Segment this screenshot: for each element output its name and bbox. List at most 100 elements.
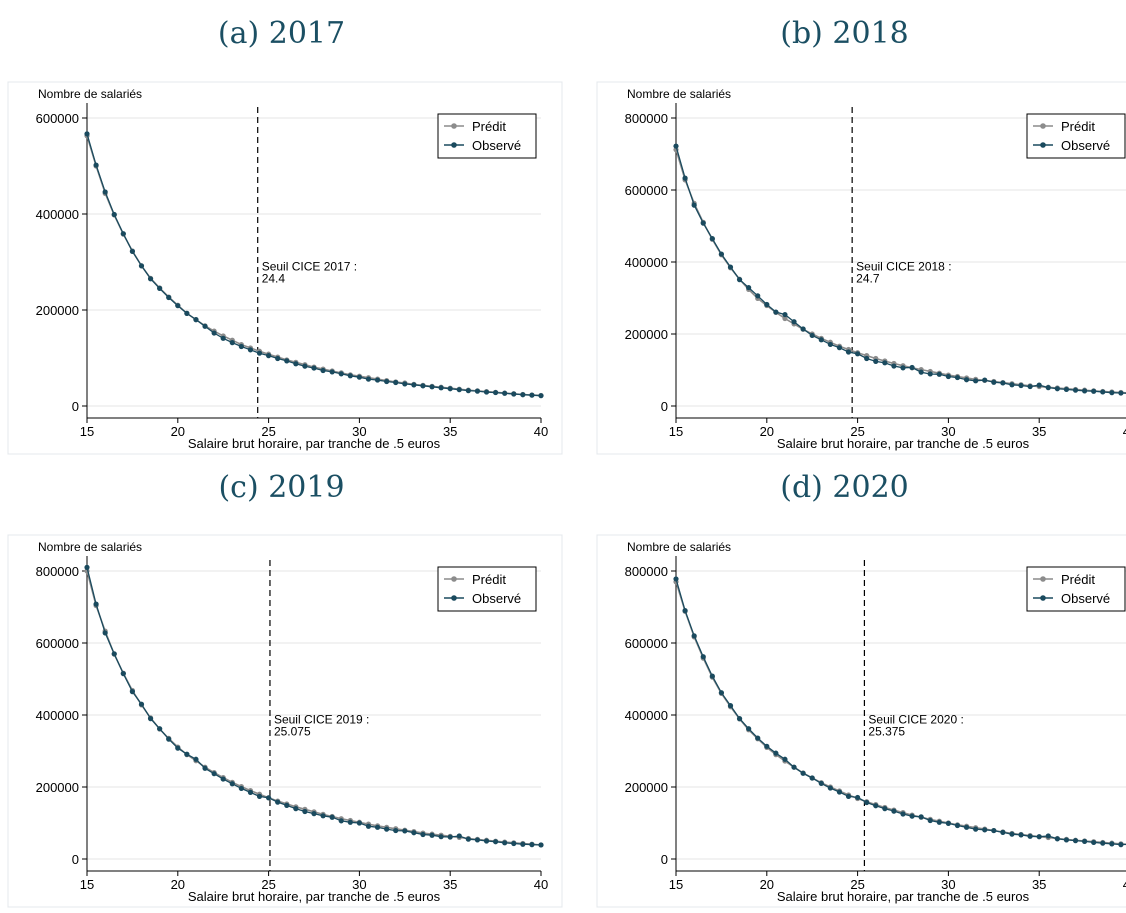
data-point-observe (393, 379, 399, 386)
data-point-observe (982, 377, 988, 383)
data-point-observe (93, 162, 99, 168)
data-point-observe (420, 383, 426, 389)
legend-swatch-marker (451, 142, 457, 148)
data-point-observe (864, 799, 870, 806)
data-point-observe (220, 335, 226, 341)
data-point-observe (1118, 390, 1124, 396)
data-point-observe (166, 294, 172, 301)
data-point-observe (764, 301, 770, 308)
data-point-observe (1027, 833, 1033, 839)
x-tick-label: 15 (669, 877, 683, 892)
data-point-observe (709, 673, 715, 679)
x-tick-label: 15 (80, 877, 94, 892)
data-point-observe (909, 813, 915, 819)
data-point-observe (1000, 829, 1006, 835)
data-point-observe (147, 716, 154, 722)
y-tick-label: 200000 (36, 780, 79, 795)
y-tick-label: 400000 (36, 708, 79, 723)
x-tick-label: 30 (352, 877, 366, 892)
legend-label: Prédit (472, 119, 506, 134)
data-point-observe (511, 840, 517, 847)
x-tick-label: 40 (534, 877, 548, 892)
data-point-observe (882, 360, 888, 366)
x-tick-label: 40 (1123, 424, 1126, 439)
data-point-observe (727, 703, 734, 709)
data-point-observe (1063, 837, 1070, 843)
legend-swatch-marker (1040, 576, 1046, 582)
data-point-observe (1100, 840, 1106, 846)
data-point-observe (836, 345, 843, 351)
data-point-observe (673, 576, 679, 582)
data-point-observe (157, 285, 163, 291)
data-point-observe (84, 131, 90, 137)
y-tick-label: 400000 (625, 708, 668, 723)
data-point-observe (782, 756, 788, 762)
legend-label: Prédit (472, 572, 506, 587)
data-point-observe (736, 716, 743, 722)
data-point-observe (374, 824, 381, 830)
data-point-observe (991, 827, 997, 834)
data-point-observe (782, 311, 788, 318)
data-point-observe (502, 840, 508, 846)
chart-panel: Nombre de salariés 0 200000 400000 600000 15 2… (7, 81, 563, 455)
data-point-observe (157, 726, 163, 732)
data-point-observe (266, 353, 272, 359)
data-point-observe (891, 808, 897, 814)
data-point-observe (1072, 387, 1079, 393)
x-tick-label: 15 (80, 424, 94, 439)
data-point-observe (700, 654, 706, 660)
data-point-observe (93, 601, 99, 607)
data-point-observe (1054, 386, 1060, 392)
data-point-observe (202, 323, 208, 329)
data-point-observe (891, 363, 897, 369)
data-point-observe (356, 820, 362, 826)
data-point-observe (809, 775, 815, 781)
x-axis-title: Salaire brut horaire, par tranche de .5 … (188, 889, 441, 904)
data-point-observe (1000, 380, 1006, 386)
data-point-observe (502, 390, 508, 396)
threshold-label: Seuil CICE 2019 : (274, 713, 369, 727)
x-axis-title: Salaire brut horaire, par tranche de .5 … (777, 889, 1030, 904)
legend-swatch-marker (451, 123, 457, 129)
x-tick-label: 25 (261, 424, 275, 439)
y-tick-label: 400000 (36, 207, 79, 222)
data-point-observe (384, 826, 390, 832)
y-tick-label: 400000 (625, 255, 668, 270)
threshold-label: Seuil CICE 2017 : (262, 260, 357, 274)
data-point-observe (927, 817, 933, 824)
data-point-observe (229, 340, 235, 346)
x-tick-label: 30 (941, 424, 955, 439)
data-point-observe (111, 211, 117, 218)
data-point-observe (945, 373, 951, 380)
data-point-observe (1045, 833, 1051, 839)
y-axis-title: Nombre de salariés (38, 540, 142, 554)
data-point-observe (973, 826, 979, 832)
data-point-observe (120, 671, 126, 677)
data-point-observe (1036, 834, 1042, 840)
data-point-observe (102, 189, 108, 195)
x-tick-label: 20 (171, 424, 185, 439)
data-point-observe (320, 813, 326, 819)
x-tick-label: 30 (352, 424, 366, 439)
data-point-observe (474, 837, 481, 843)
data-point-observe (1109, 841, 1115, 847)
data-point-observe (120, 231, 126, 237)
data-point-observe (973, 378, 979, 384)
data-point-observe (347, 373, 353, 379)
data-point-observe (700, 220, 706, 226)
data-point-observe (311, 811, 317, 817)
data-point-observe (982, 827, 988, 833)
data-point-observe (338, 818, 344, 824)
legend-swatch-marker (1040, 142, 1046, 148)
data-point-observe (493, 389, 499, 396)
threshold-value: 25.075 (274, 725, 311, 739)
data-point-observe (438, 834, 444, 840)
data-point-observe (800, 326, 806, 332)
data-point-observe (1009, 382, 1015, 388)
series-line-predit (86, 570, 542, 846)
data-point-observe (1063, 386, 1070, 393)
data-point-observe (845, 793, 852, 799)
data-point-observe (483, 838, 490, 844)
data-point-observe (402, 828, 408, 834)
